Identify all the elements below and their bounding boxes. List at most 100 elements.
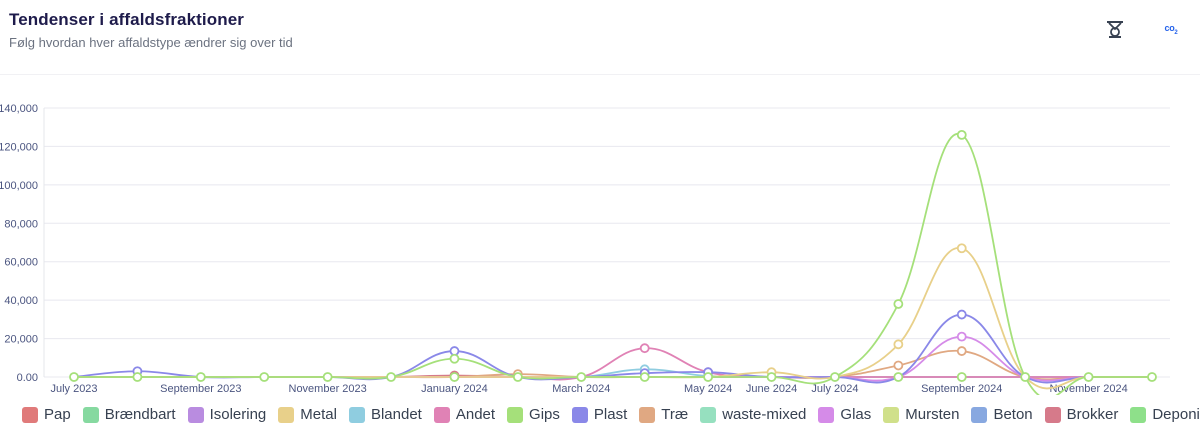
legend-item-beton[interactable]: Beton <box>971 406 1033 423</box>
y-tick-label: 40,000 <box>4 295 38 307</box>
legend-item-gips[interactable]: Gips <box>507 406 560 423</box>
y-tick-label: 0.00 <box>17 372 38 384</box>
baseline-point <box>639 372 650 382</box>
legend-label: Glas <box>840 406 872 423</box>
chart-subtitle: Følg hvordan hver affaldstype ændrer sig… <box>9 35 293 50</box>
legend-label: Isolering <box>209 406 267 423</box>
data-point-glas <box>956 331 967 342</box>
baseline-point <box>703 372 714 382</box>
legend-item-waste-mixed[interactable]: waste-mixed <box>700 406 806 423</box>
legend-swatch <box>1044 406 1061 423</box>
legend-swatch <box>818 406 835 423</box>
legend-item-metal[interactable]: Metal <box>278 406 337 423</box>
baseline-point <box>1020 372 1031 382</box>
x-tick-label: July 2024 <box>811 383 858 395</box>
legend-label: Beton <box>993 406 1033 423</box>
legend-label: Mursten <box>905 406 960 423</box>
legend-item-blandet[interactable]: Blandet <box>348 406 422 423</box>
baseline-point <box>386 372 396 382</box>
baseline-point <box>259 372 270 382</box>
legend-swatch <box>82 406 99 423</box>
baseline-point <box>830 372 840 382</box>
legend-label: Deponi <box>1152 406 1200 423</box>
scale-icon[interactable] <box>1102 16 1128 42</box>
baseline-point <box>1083 372 1094 382</box>
legend-swatch <box>278 406 295 423</box>
legend-item-glas[interactable]: Glas <box>818 406 871 423</box>
baseline-point <box>893 372 904 382</box>
baseline-point <box>576 372 587 382</box>
legend-label: Brokker <box>1066 406 1119 423</box>
data-point-metal <box>956 243 967 254</box>
legend-label: Gips <box>529 406 560 423</box>
legend-swatch <box>639 406 656 423</box>
chart-header: Tendenser i affaldsfraktioner Følg hvord… <box>9 10 293 50</box>
legend-swatch <box>348 406 365 423</box>
legend-item-pap[interactable]: Pap <box>22 406 71 423</box>
legend-label: Træ <box>661 406 689 423</box>
legend-item-andet[interactable]: Andet <box>433 406 496 423</box>
legend-swatch <box>971 406 988 423</box>
chart-title: Tendenser i affaldsfraktioner <box>9 10 244 29</box>
data-point-træ <box>956 346 967 356</box>
baseline-point <box>322 372 333 382</box>
scale-icon-glyph <box>1107 21 1123 38</box>
header-divider <box>0 74 1200 75</box>
legend-swatch <box>22 406 38 423</box>
legend-item-deponi[interactable]: Deponi <box>1130 406 1200 423</box>
y-tick-label: 20,000 <box>4 334 38 346</box>
legend-item-plast[interactable]: Plast <box>571 406 628 423</box>
y-tick-label: 120,000 <box>0 141 38 153</box>
data-point-gips <box>449 353 460 364</box>
legend-swatch <box>187 406 204 423</box>
legend-item-træ[interactable]: Træ <box>639 406 688 423</box>
legend-swatch <box>433 406 450 423</box>
legend-swatch <box>700 406 717 423</box>
legend-swatch <box>883 406 900 423</box>
baseline-point <box>69 372 79 382</box>
y-tick-label: 140,000 <box>0 103 38 115</box>
legend-item-mursten[interactable]: Mursten <box>883 406 959 423</box>
x-tick-label: September 2024 <box>921 383 1002 395</box>
legend-label: Metal <box>300 406 337 423</box>
toolbar: co2 <box>1102 16 1184 42</box>
legend-swatch <box>571 406 588 423</box>
data-point-plast <box>956 309 967 320</box>
data-point-andet <box>639 343 650 354</box>
legend-label: waste-mixed <box>722 406 807 423</box>
legend-swatch <box>507 406 524 423</box>
data-point-gips <box>956 130 967 140</box>
legend-swatch <box>1130 406 1147 423</box>
x-tick-label: March 2024 <box>552 383 610 395</box>
x-tick-label: January 2024 <box>421 383 488 395</box>
x-tick-label: September 2023 <box>160 383 241 395</box>
legend-label: Blandet <box>370 406 422 423</box>
line-chart: 0.00 20,000 40,000 60,000 80,000 100,000 120,0… <box>0 103 1170 395</box>
y-tick-label: 60,000 <box>4 257 38 269</box>
baseline-point <box>512 372 523 382</box>
legend-label: Plast <box>593 406 628 423</box>
x-tick-label: May 2024 <box>684 383 732 395</box>
chart-legend: Pap Brændbart Isolering Metal Blandet Andet Gi… <box>22 406 1200 423</box>
data-point-gips <box>893 299 904 309</box>
baseline-point <box>449 372 460 382</box>
legend-item-brokker[interactable]: Brokker <box>1044 406 1119 423</box>
co2-icon[interactable]: co2 <box>1158 16 1184 42</box>
legend-item-isolering[interactable]: Isolering <box>187 406 267 423</box>
legend-item-brændbart[interactable]: Brændbart <box>82 406 176 423</box>
legend-label: Pap <box>44 406 71 423</box>
x-tick-label: November 2023 <box>289 383 367 395</box>
baseline-point <box>132 372 143 382</box>
series-line-metal <box>74 247 1152 390</box>
x-tick-label: July 2023 <box>50 383 97 395</box>
legend-label: Andet <box>455 406 496 423</box>
y-tick-label: 100,000 <box>0 180 38 192</box>
data-point-træ <box>893 360 904 371</box>
co2-label: co2 <box>1164 22 1178 36</box>
legend-label: Brændbart <box>104 406 176 423</box>
baseline-point <box>195 372 206 382</box>
data-point-metal <box>893 339 904 350</box>
baseline-point <box>956 372 967 382</box>
series-line-glas <box>74 335 1152 382</box>
x-tick-label: June 2024 <box>746 383 797 395</box>
